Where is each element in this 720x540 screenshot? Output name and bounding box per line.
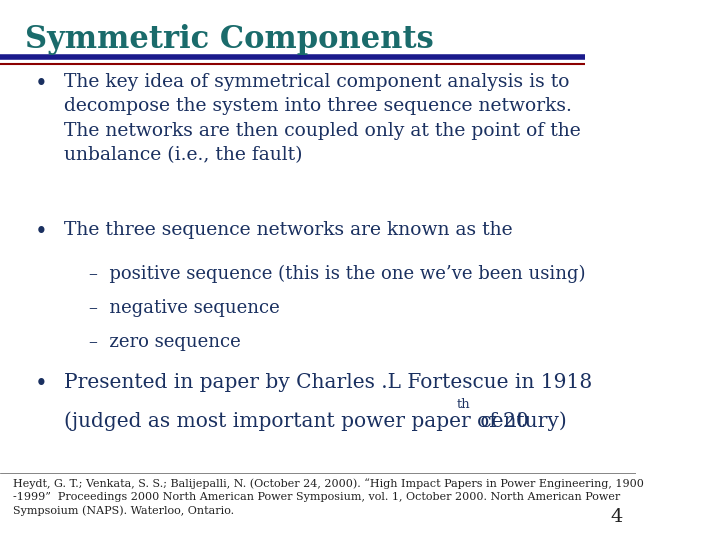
Text: th: th: [456, 398, 470, 411]
Text: Presented in paper by Charles .L Fortescue in 1918: Presented in paper by Charles .L Fortesc…: [63, 373, 592, 392]
Text: –  negative sequence: – negative sequence: [89, 299, 280, 316]
Text: –  zero sequence: – zero sequence: [89, 333, 240, 350]
Text: Heydt, G. T.; Venkata, S. S.; Balijepalli, N. (October 24, 2000). “High Impact P: Heydt, G. T.; Venkata, S. S.; Balijepall…: [13, 478, 644, 516]
Text: The key idea of symmetrical component analysis is to
decompose the system into t: The key idea of symmetrical component an…: [63, 73, 580, 164]
Text: –  positive sequence (this is the one we’ve been using): – positive sequence (this is the one we’…: [89, 265, 585, 283]
Text: Symmetric Components: Symmetric Components: [25, 24, 434, 55]
Text: The three sequence networks are known as the: The three sequence networks are known as…: [63, 221, 512, 239]
Text: •: •: [35, 221, 48, 244]
Text: •: •: [35, 73, 48, 95]
Text: century): century): [474, 411, 567, 431]
Text: •: •: [35, 373, 48, 395]
Text: 4: 4: [611, 509, 624, 526]
Text: (judged as most important power paper of 20: (judged as most important power paper of…: [63, 411, 528, 431]
